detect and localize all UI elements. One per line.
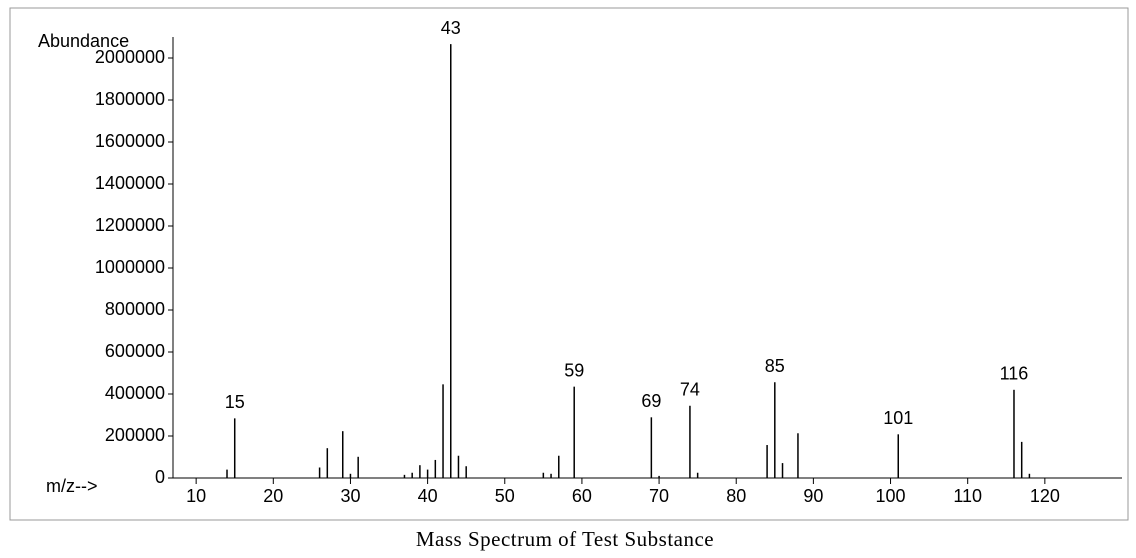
x-tick-label: 60 xyxy=(572,486,592,506)
y-tick-label: 1200000 xyxy=(95,215,165,235)
x-axis-label: m/z--> xyxy=(46,476,98,496)
x-tick-label: 50 xyxy=(495,486,515,506)
frame xyxy=(9,7,1129,521)
y-tick-label: 400000 xyxy=(105,383,165,403)
peak-label: 15 xyxy=(225,392,245,412)
y-tick-label: 1400000 xyxy=(95,173,165,193)
peak-label: 116 xyxy=(1000,364,1029,384)
x-tick-label: 90 xyxy=(803,486,823,506)
peak-label: 101 xyxy=(883,408,913,428)
x-tick-label: 40 xyxy=(418,486,438,506)
x-tick-label: 100 xyxy=(876,486,906,506)
peak-label: 43 xyxy=(441,18,461,38)
x-tick-label: 30 xyxy=(340,486,360,506)
y-tick-label: 600000 xyxy=(105,341,165,361)
x-tick-label: 80 xyxy=(726,486,746,506)
x-tick-label: 70 xyxy=(649,486,669,506)
y-tick-label: 1800000 xyxy=(95,89,165,109)
x-tick-label: 120 xyxy=(1030,486,1060,506)
y-axis-label: Abundance xyxy=(38,31,129,51)
y-tick-label: 0 xyxy=(155,467,165,487)
y-tick-label: 800000 xyxy=(105,299,165,319)
chart-title: Mass Spectrum of Test Substance xyxy=(416,527,714,551)
y-tick-label: 1000000 xyxy=(95,257,165,277)
x-tick-label: 110 xyxy=(953,486,982,506)
y-tick-label: 1600000 xyxy=(95,131,165,151)
y-tick-label: 200000 xyxy=(105,425,165,445)
x-tick-label: 10 xyxy=(186,486,206,506)
y-tick-label: 2000000 xyxy=(95,47,165,67)
peak-label: 69 xyxy=(641,391,661,411)
peak-label: 85 xyxy=(765,356,785,376)
peak-label: 59 xyxy=(564,360,584,380)
x-tick-label: 20 xyxy=(263,486,283,506)
peak-label: 74 xyxy=(680,380,700,400)
